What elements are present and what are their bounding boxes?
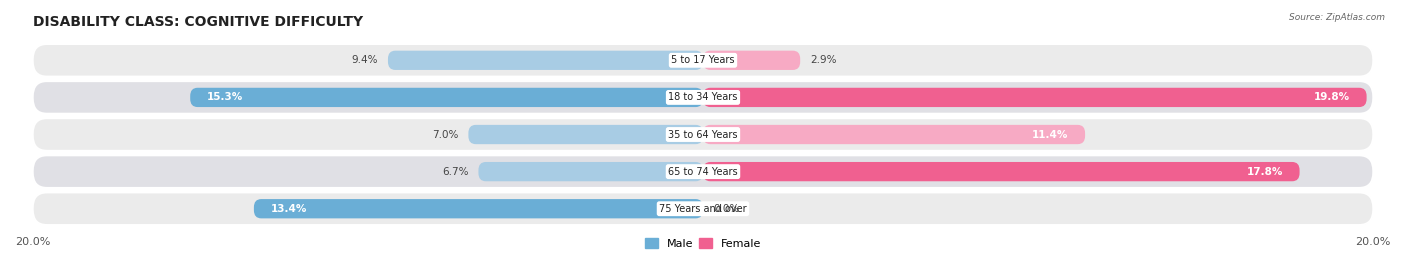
FancyBboxPatch shape [32, 192, 1374, 225]
Text: 7.0%: 7.0% [432, 129, 458, 140]
Text: 65 to 74 Years: 65 to 74 Years [668, 167, 738, 177]
Text: 18 to 34 Years: 18 to 34 Years [668, 93, 738, 102]
FancyBboxPatch shape [703, 88, 1367, 107]
FancyBboxPatch shape [703, 162, 1299, 181]
Legend: Male, Female: Male, Female [640, 234, 766, 253]
Text: 75 Years and over: 75 Years and over [659, 204, 747, 214]
FancyBboxPatch shape [32, 81, 1374, 114]
Text: 6.7%: 6.7% [441, 167, 468, 177]
Text: 19.8%: 19.8% [1313, 93, 1350, 102]
Text: 35 to 64 Years: 35 to 64 Years [668, 129, 738, 140]
FancyBboxPatch shape [703, 51, 800, 70]
Text: Source: ZipAtlas.com: Source: ZipAtlas.com [1289, 13, 1385, 22]
FancyBboxPatch shape [388, 51, 703, 70]
FancyBboxPatch shape [468, 125, 703, 144]
Text: 5 to 17 Years: 5 to 17 Years [671, 55, 735, 65]
FancyBboxPatch shape [32, 44, 1374, 77]
Text: 9.4%: 9.4% [352, 55, 378, 65]
Text: 0.0%: 0.0% [713, 204, 740, 214]
FancyBboxPatch shape [254, 199, 703, 218]
Text: 13.4%: 13.4% [270, 204, 307, 214]
Text: 17.8%: 17.8% [1247, 167, 1282, 177]
FancyBboxPatch shape [703, 125, 1085, 144]
FancyBboxPatch shape [478, 162, 703, 181]
Text: 15.3%: 15.3% [207, 93, 243, 102]
Text: DISABILITY CLASS: COGNITIVE DIFFICULTY: DISABILITY CLASS: COGNITIVE DIFFICULTY [32, 15, 363, 29]
FancyBboxPatch shape [190, 88, 703, 107]
FancyBboxPatch shape [32, 118, 1374, 151]
Text: 2.9%: 2.9% [810, 55, 837, 65]
Text: 11.4%: 11.4% [1032, 129, 1069, 140]
FancyBboxPatch shape [32, 155, 1374, 188]
